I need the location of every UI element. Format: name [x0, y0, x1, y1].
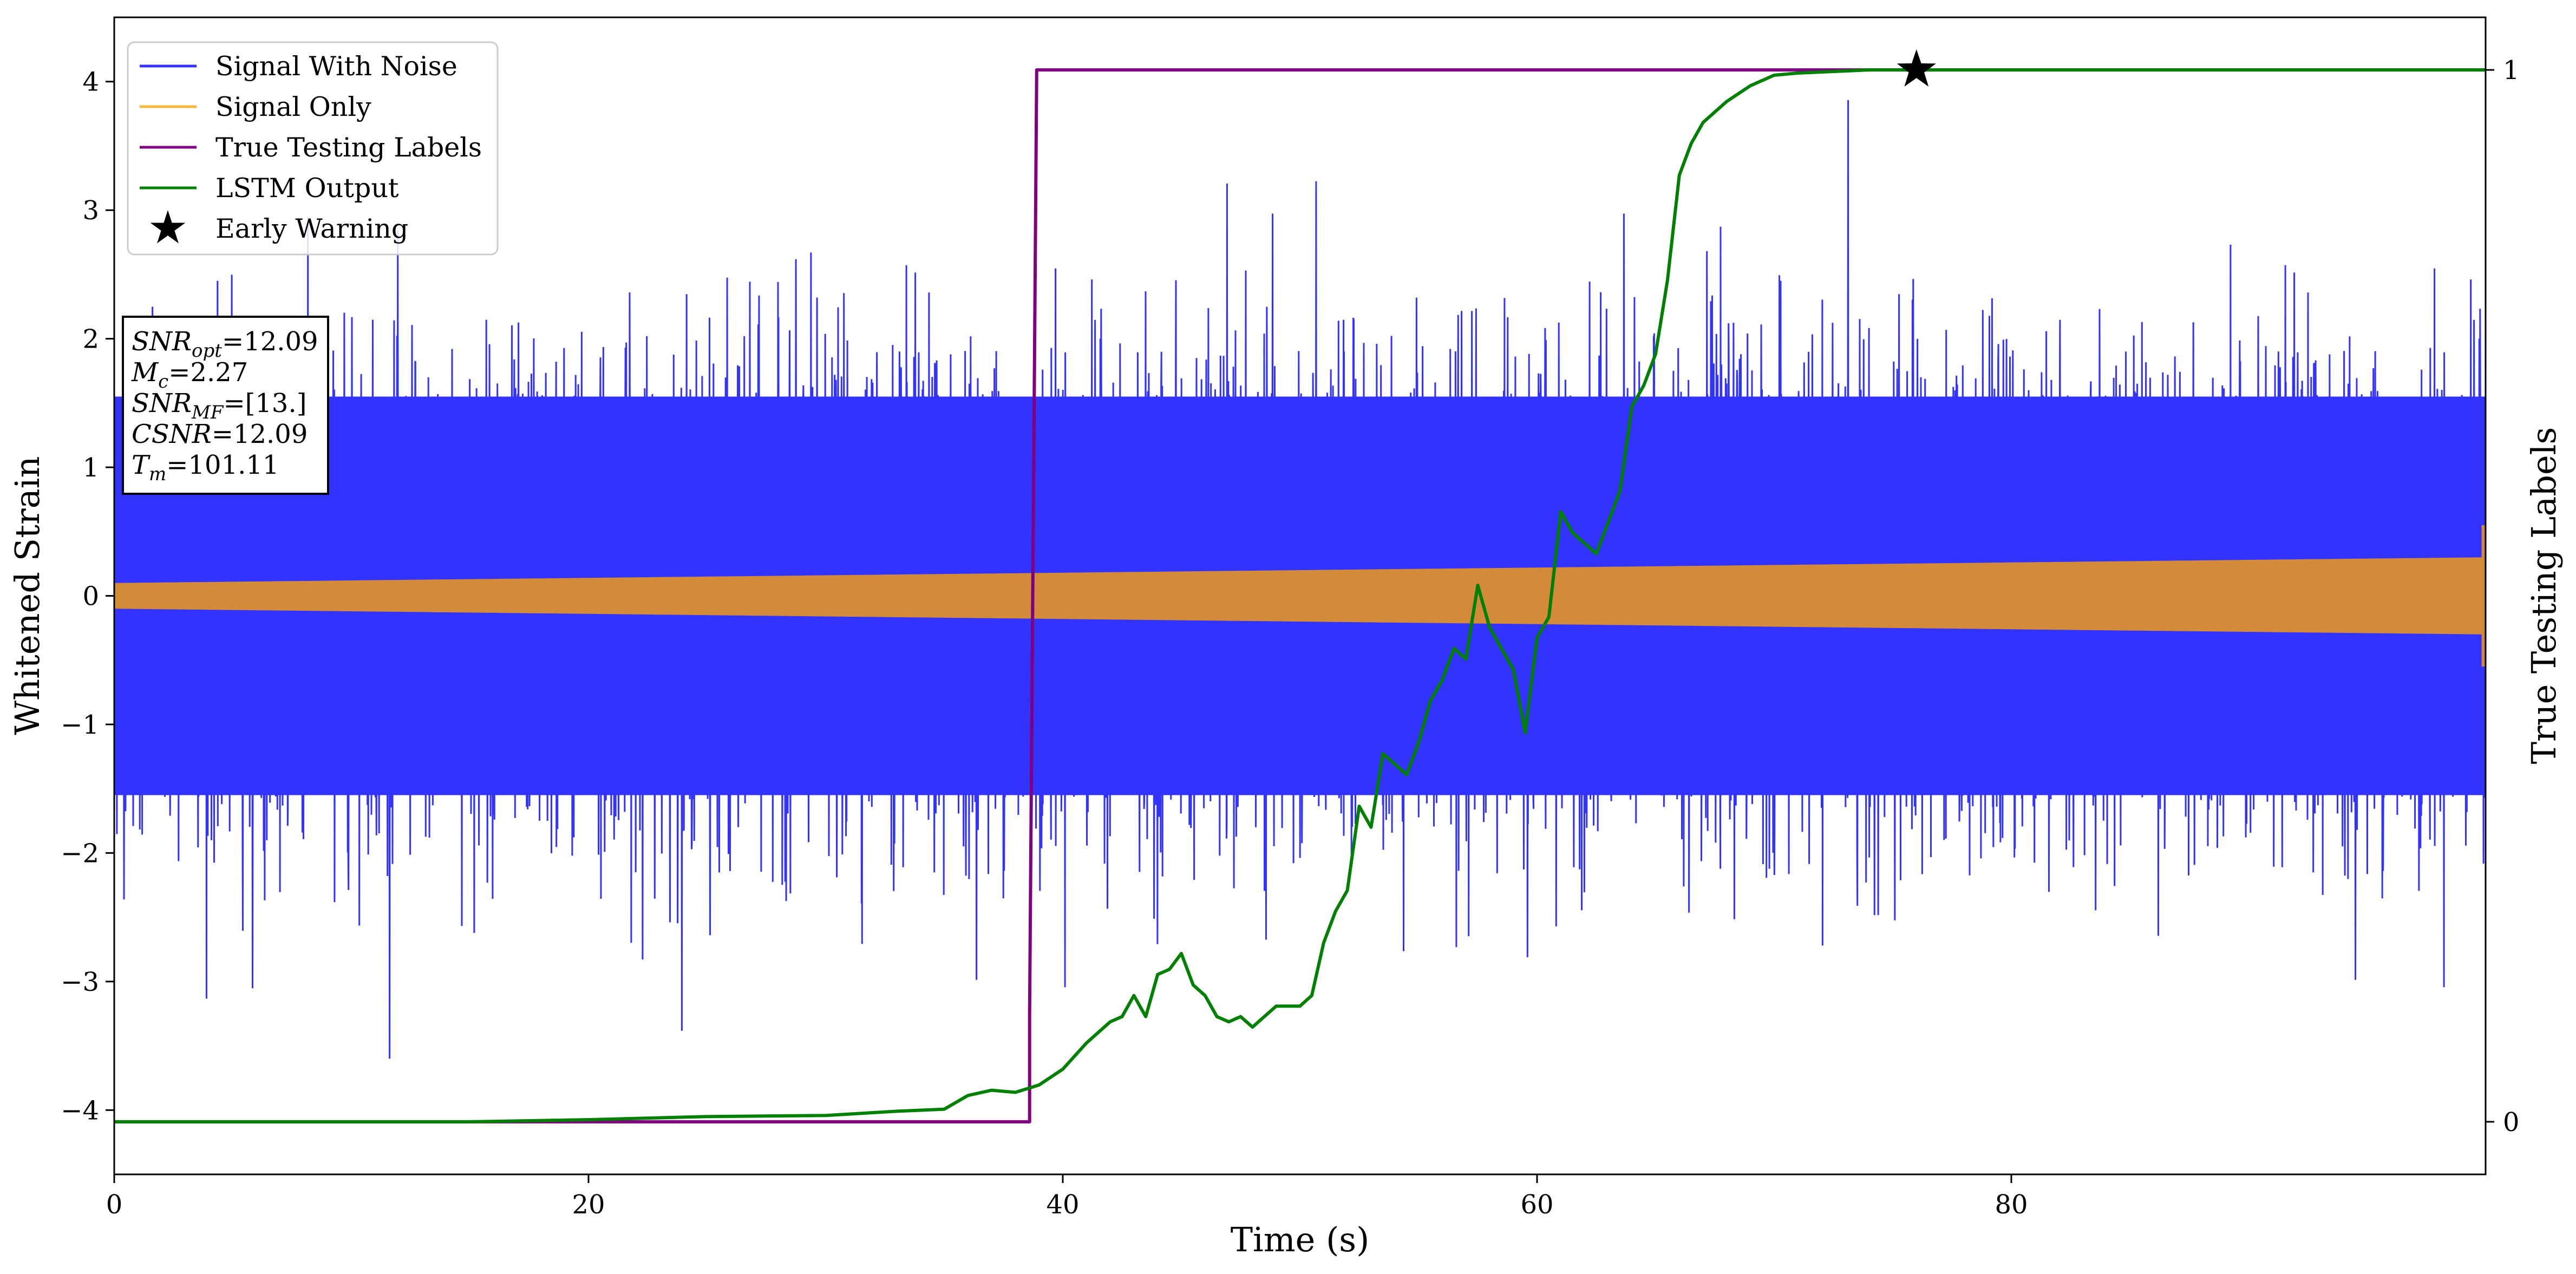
legend-star-swatch [150, 210, 186, 244]
y-tick-label: −3 [61, 967, 99, 997]
info-box: SNRopt=12.09Mc=2.27SNRMF=[13.]CSNR=12.09… [122, 316, 329, 495]
series-true-testing-labels [114, 68, 2486, 1123]
y-tick-label: −1 [61, 710, 99, 740]
y2-tick-label: 1 [2503, 55, 2520, 86]
y-tick-label: 2 [82, 324, 99, 355]
info-line: SNRMF=[13.] [132, 388, 306, 423]
y-axis-ticks: −4 −3 −2 −1 0 1 2 3 4 [61, 67, 114, 1126]
x-tick-label: 20 [572, 1190, 605, 1220]
lstm-output-line [114, 68, 2486, 1123]
y2-axis-label: True Testing Labels [2524, 427, 2564, 765]
x-tick-label: 0 [106, 1190, 123, 1220]
y-tick-label: −2 [61, 838, 99, 868]
legend-label: True Testing Labels [215, 132, 482, 163]
legend-label: Signal With Noise [215, 51, 457, 82]
legend-label: Signal Only [215, 92, 371, 122]
series-lstm-output [114, 68, 2486, 1123]
x-axis-label: Time (s) [1231, 1220, 1370, 1259]
info-line: Tm=101.11 [132, 450, 279, 485]
y-tick-label: 3 [82, 195, 99, 226]
plot-area [114, 49, 2486, 1123]
legend: Signal With Noise Signal Only True Testing… [127, 41, 499, 256]
y-tick-label: 0 [82, 582, 99, 612]
signal-envelope [114, 557, 2486, 635]
y2-axis-ticks: 01 [2486, 55, 2520, 1138]
x-tick-label: 80 [1995, 1190, 2028, 1220]
series-signal-only [114, 525, 2486, 667]
early-warning-markers [1897, 49, 1936, 87]
y-tick-label: −4 [61, 1095, 99, 1126]
info-line: SNRopt=12.09 [132, 326, 318, 362]
y-tick-label: 4 [82, 67, 99, 97]
info-box-frame [122, 316, 329, 495]
info-line: CSNR=12.09 [132, 419, 308, 449]
y-axis-label: Whitened Strain [8, 456, 47, 735]
true-labels-line [114, 68, 2486, 1123]
x-tick-label: 60 [1520, 1190, 1553, 1220]
info-line: Mc=2.27 [131, 357, 248, 393]
y-tick-label: 1 [82, 453, 99, 483]
y2-tick-label: 0 [2503, 1107, 2520, 1138]
legend-label: Early Warning [215, 213, 408, 244]
x-axis-ticks: 0 20 40 60 80 [106, 1174, 2028, 1220]
legend-box [127, 41, 499, 256]
x-tick-label: 40 [1046, 1190, 1079, 1220]
legend-label: LSTM Output [215, 173, 399, 204]
early-warning-star [1897, 49, 1936, 87]
